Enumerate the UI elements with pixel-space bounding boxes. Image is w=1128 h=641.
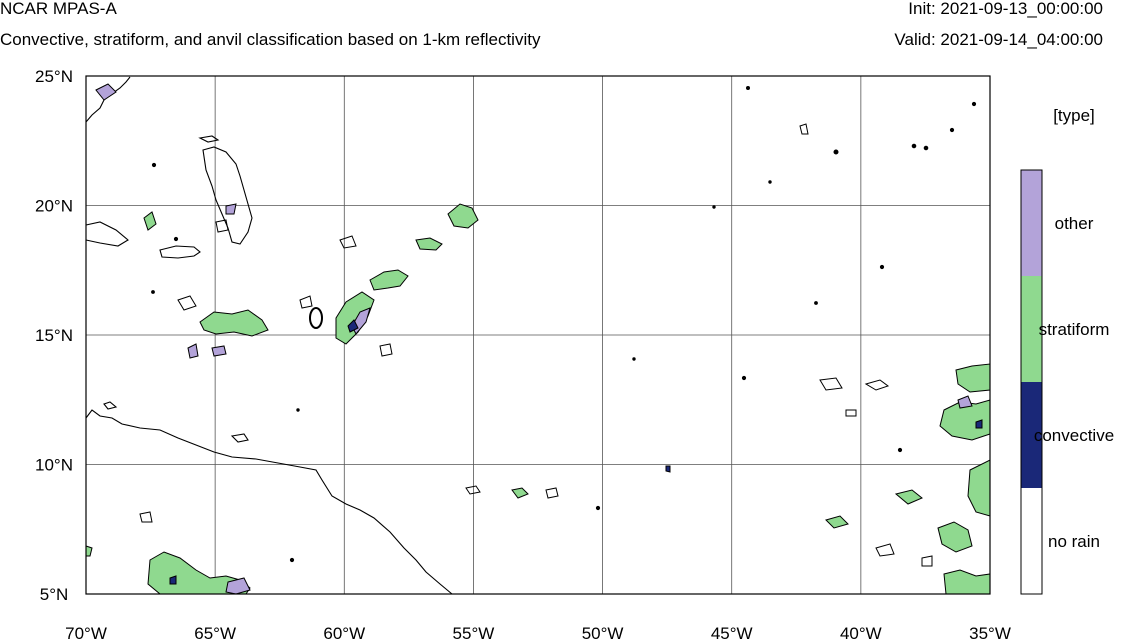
legend-swatch-stratiform xyxy=(1021,276,1042,382)
lon-tick-label: 35°W xyxy=(969,624,1011,641)
axis-tick-labels: 70°W 65°W 60°W 55°W 50°W 45°W 40°W 35°W 25°N 20°N… xyxy=(35,67,1011,641)
lon-tick-label: 70°W xyxy=(65,624,107,641)
lat-tick-label: 20°N xyxy=(35,197,73,216)
legend-label: no rain xyxy=(1048,532,1100,551)
lat-tick-label: 5°N xyxy=(40,585,69,604)
model-title: NCAR MPAS-A xyxy=(0,0,117,18)
lat-tick-label: 25°N xyxy=(35,67,73,86)
lon-tick-label: 50°W xyxy=(582,624,624,641)
lat-tick-label: 15°N xyxy=(35,326,73,345)
map-frame xyxy=(85,75,991,595)
legend-swatch-other xyxy=(1021,170,1042,276)
init-time: Init: 2021-09-13_00:00:00 xyxy=(908,0,1103,18)
lon-tick-label: 60°W xyxy=(323,624,365,641)
precip-classification xyxy=(85,83,991,595)
legend-bar-frame xyxy=(1020,169,1043,595)
lat-tick-label: 10°N xyxy=(35,456,73,475)
legend-label: other xyxy=(1055,214,1094,233)
legend-swatch-no-rain xyxy=(1021,488,1042,594)
lon-tick-label: 65°W xyxy=(194,624,236,641)
gridlines xyxy=(86,76,990,594)
legend-swatch-convective xyxy=(1021,382,1042,488)
valid-time: Valid: 2021-09-14_04:00:00 xyxy=(894,30,1103,49)
legend-title: [type] xyxy=(1053,106,1095,125)
legend-label: convective xyxy=(1034,426,1114,445)
map-subtitle: Convective, stratiform, and anvil classi… xyxy=(0,30,541,49)
lon-tick-label: 45°W xyxy=(711,624,753,641)
legend: [type] other stratiform convective no rain xyxy=(1020,106,1114,595)
lon-tick-label: 55°W xyxy=(453,624,495,641)
legend-label: stratiform xyxy=(1039,320,1110,339)
lon-tick-label: 40°W xyxy=(840,624,882,641)
